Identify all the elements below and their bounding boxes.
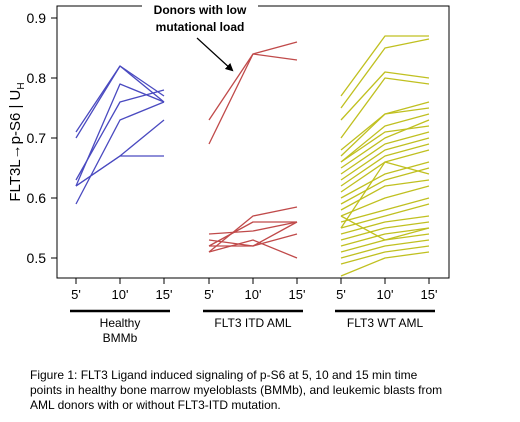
annotation-arrow: [196, 37, 234, 72]
series-line: [340, 245, 430, 265]
series-line: [75, 83, 165, 187]
series-line: [340, 167, 430, 205]
series-line: [340, 197, 430, 223]
x-tick-label: 15': [156, 287, 173, 302]
series-group-1: [75, 65, 165, 205]
group-label: FLT3 ITD AML: [214, 316, 291, 330]
series-line: [340, 179, 430, 211]
series-line: [340, 113, 430, 163]
x-tick-label: 15': [289, 287, 306, 302]
series-line: [340, 239, 430, 259]
figure-caption: Figure 1: FLT3 Ligand induced signaling …: [30, 368, 443, 412]
group-label: BMMb: [103, 331, 138, 345]
x-tick-label: 15': [421, 287, 438, 302]
series-line: [340, 161, 430, 229]
annotation-box: [142, 0, 258, 40]
series-line: [340, 119, 430, 169]
y-tick-label: 0.8: [27, 70, 47, 86]
series-line: [208, 53, 298, 145]
series-line: [340, 215, 430, 235]
series-line: [75, 65, 165, 139]
series-line: [340, 71, 430, 121]
series-line: [340, 161, 430, 199]
x-axis: 5' 10' 15' 5' 10' 15' 5' 10' 15': [71, 277, 438, 302]
series-line: [208, 221, 298, 235]
series-line: [209, 221, 298, 247]
x-tick-label: 5': [336, 287, 346, 302]
series-line: [340, 215, 430, 241]
x-tick-label: 10': [245, 287, 262, 302]
series-line: [340, 137, 430, 181]
series-line: [340, 35, 429, 97]
series-line: [340, 227, 430, 247]
series-line: [340, 125, 430, 163]
series-line: [75, 119, 165, 187]
x-tick-label: 10': [377, 287, 394, 302]
series-line: [340, 38, 430, 109]
series-line: [340, 101, 430, 157]
y-tick-label: 0.7: [27, 130, 47, 146]
y-axis-label: FLT3L→p-S6 | UH: [7, 82, 27, 201]
annotation: Donors with low mutational load: [142, 0, 258, 72]
series-line: [340, 77, 430, 139]
series-line: [340, 221, 430, 241]
series-line: [75, 89, 165, 181]
annotation-line-2: mutational load: [156, 20, 245, 34]
series-line: [75, 155, 164, 187]
series-line: [208, 221, 297, 247]
series-group-2: [208, 41, 298, 259]
group-label: Healthy: [100, 316, 141, 330]
y-tick-label: 0.6: [27, 190, 47, 206]
y-tick-label: 0.9: [27, 10, 47, 26]
x-tick-label: 5': [71, 287, 81, 302]
x-tick-label: 5': [204, 287, 214, 302]
series-line: [208, 239, 298, 259]
series-layer: [75, 35, 430, 277]
group-label: FLT3 WT AML: [347, 316, 424, 330]
y-tick-label: 0.5: [27, 250, 47, 266]
y-axis: 0.5 0.6 0.7 0.8 0.9: [27, 10, 58, 266]
series-group-3: [340, 35, 430, 277]
chart: 0.5 0.6 0.7 0.8 0.9 5' 10' 15' 5' 10' 15' 5' 10' 15'…: [7, 0, 450, 345]
series-line: [208, 206, 298, 253]
series-line: [340, 185, 430, 217]
annotation-line-1: Donors with low: [154, 3, 247, 17]
series-line: [340, 251, 430, 277]
series-line: [340, 131, 430, 175]
x-tick-label: 10': [112, 287, 129, 302]
series-line: [75, 65, 165, 133]
series-line: [340, 143, 430, 187]
